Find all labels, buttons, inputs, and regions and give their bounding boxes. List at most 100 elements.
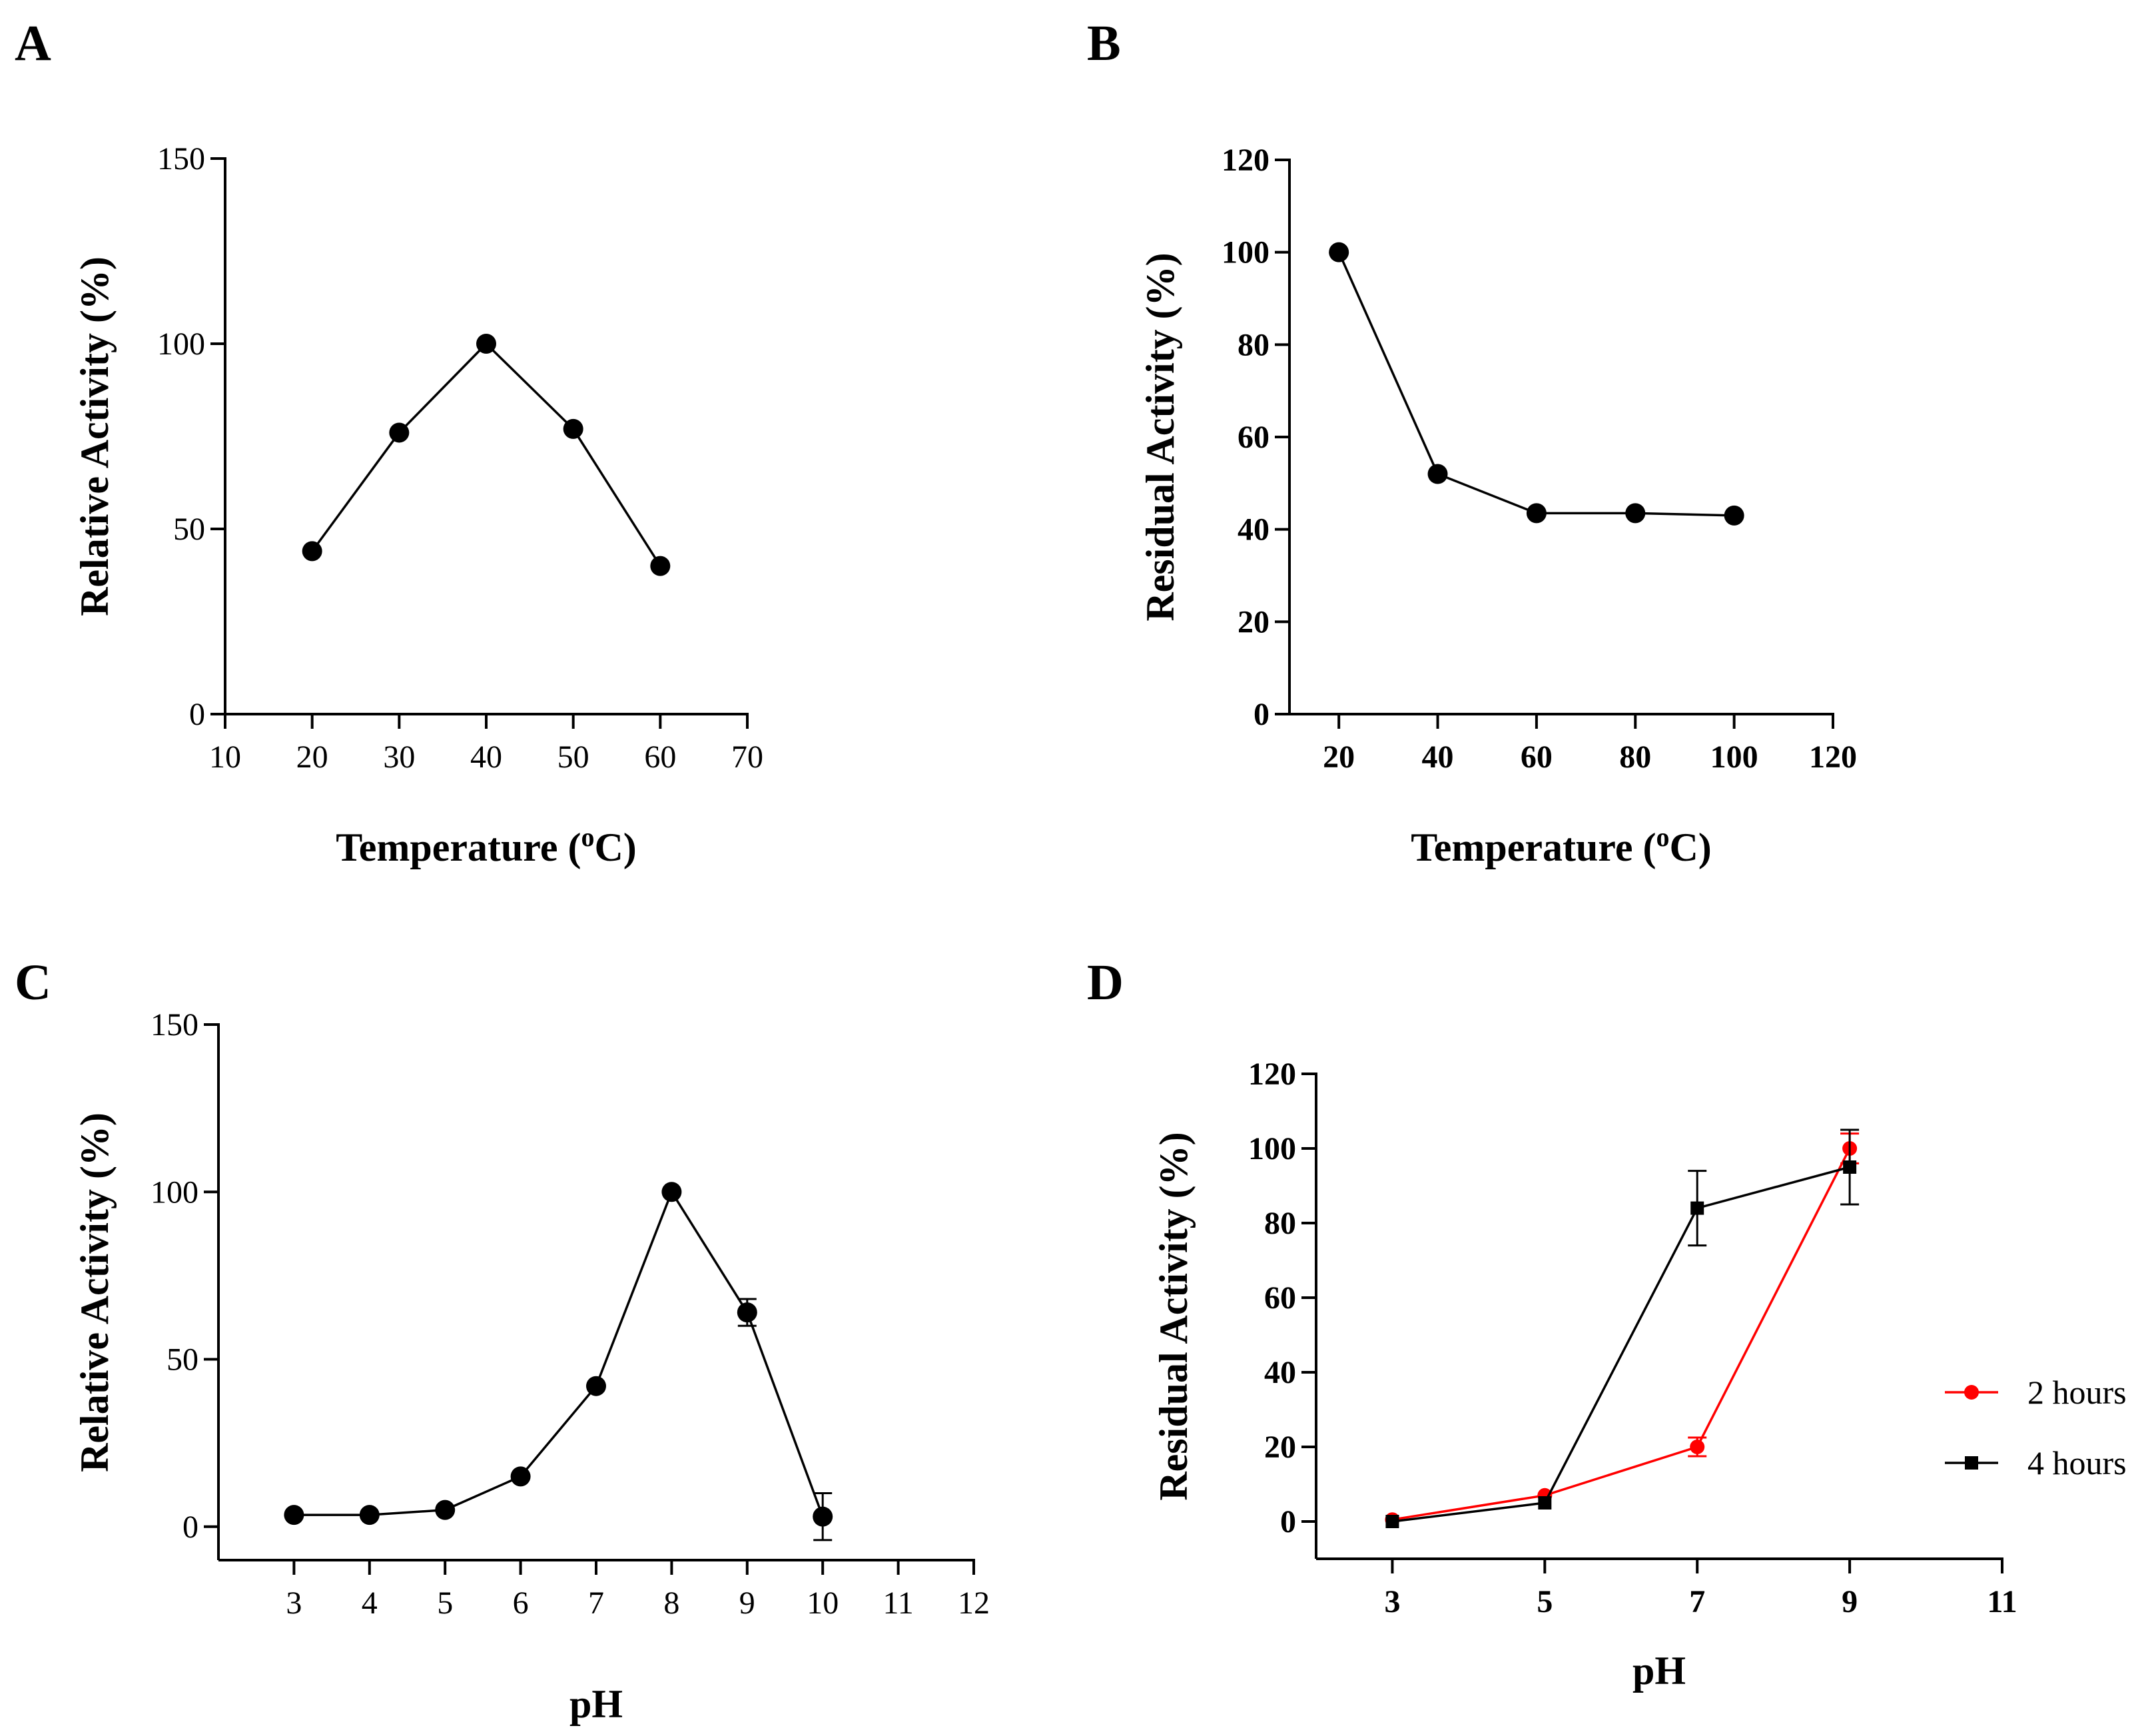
- x-axis-title: pH: [1632, 1649, 1686, 1693]
- y-tick-label: 100: [1248, 1131, 1296, 1166]
- data-point: [1690, 1440, 1705, 1454]
- data-point: [813, 1506, 833, 1527]
- x-axis-title: pH: [569, 1682, 623, 1726]
- data-point: [650, 556, 671, 576]
- data-point: [359, 1505, 380, 1525]
- y-tick-label: 0: [1254, 697, 1269, 732]
- x-tick-label: 40: [1422, 739, 1454, 775]
- y-tick-label: 80: [1238, 327, 1269, 362]
- y-tick-label: 60: [1264, 1280, 1296, 1316]
- x-tick-label: 11: [1987, 1584, 2017, 1619]
- series-line: [294, 1189, 824, 1518]
- y-axis-title: Residual Activity (%): [1152, 1132, 1196, 1500]
- y-tick-label: 0: [189, 697, 205, 732]
- x-axis-title-tail: C): [1669, 825, 1711, 869]
- y-tick-label: 0: [182, 1510, 198, 1545]
- legend-marker: [1965, 1456, 1978, 1470]
- y-tick-label: 100: [157, 326, 205, 362]
- data-point: [1329, 242, 1349, 262]
- x-tick-label: 3: [1384, 1584, 1400, 1619]
- data-point: [586, 1376, 606, 1396]
- x-tick-label: 9: [1842, 1584, 1858, 1619]
- panel-letter: B: [1087, 15, 1121, 71]
- data-point: [302, 541, 322, 562]
- panel-letter: C: [15, 955, 51, 1011]
- x-tick-label: 80: [1619, 739, 1651, 775]
- y-axis-title: Relative Activity (%): [73, 256, 117, 616]
- x-axis-title: Temperature (oC): [1411, 822, 1712, 869]
- x-tick-label: 8: [663, 1585, 679, 1621]
- data-point: [1724, 505, 1744, 526]
- y-tick-label: 150: [157, 141, 205, 177]
- x-tick-label: 4: [362, 1585, 378, 1621]
- x-tick-label: 12: [958, 1585, 990, 1621]
- y-tick-label: 20: [1264, 1430, 1296, 1465]
- x-tick-label: 20: [296, 739, 328, 775]
- legend-label: 2 hours: [2027, 1374, 2127, 1411]
- panel-letter: D: [1087, 955, 1124, 1011]
- legend-marker: [1964, 1385, 1979, 1400]
- x-tick-label: 60: [1521, 739, 1553, 775]
- x-tick-label: 3: [286, 1585, 302, 1621]
- panel-D: D 0 20 40 60 80 100 120 3 5 7 9 11 pH Residual Activit…: [1087, 955, 2127, 1693]
- y-tick-label: 40: [1238, 512, 1269, 548]
- data-point: [1427, 464, 1448, 484]
- y-tick-label: 120: [1248, 1057, 1296, 1092]
- data-point: [737, 1302, 757, 1323]
- y-tick-label: 0: [1280, 1504, 1296, 1539]
- x-axis-title-superscript: o: [1656, 822, 1669, 852]
- y-tick-label: 50: [173, 512, 205, 547]
- panel-C: C 0 50 100 150 3 4 5 6 7 8 9 10 11 12 pH Relative Activi…: [15, 955, 990, 1726]
- x-axis-title: Temperature (oC): [336, 822, 637, 869]
- data-point: [1843, 1160, 1857, 1174]
- x-tick-label: 40: [470, 739, 502, 775]
- x-tick-label: 6: [513, 1585, 529, 1621]
- x-tick-label: 7: [1689, 1584, 1705, 1619]
- series-activity: [302, 334, 671, 576]
- series-activity: [284, 1182, 833, 1541]
- x-tick-label: 70: [731, 739, 763, 775]
- x-tick-label: 50: [557, 739, 589, 775]
- data-point: [1690, 1201, 1704, 1215]
- x-tick-label: 60: [644, 739, 676, 775]
- y-axis-title: Residual Activity (%): [1138, 252, 1182, 621]
- panel-A: A 0 50 100 150 10 20 30 40 50 60 70 Temperature (oC)…: [15, 15, 763, 869]
- data-point: [563, 418, 583, 439]
- x-tick-label: 120: [1809, 739, 1857, 775]
- x-axis-title-tail: C): [594, 825, 636, 869]
- y-tick-label: 20: [1238, 604, 1269, 640]
- series-2-hours: [1385, 1132, 1860, 1527]
- x-axis-title-superscript: o: [581, 822, 594, 852]
- y-tick-label: 80: [1264, 1206, 1296, 1241]
- x-tick-label: 9: [739, 1585, 755, 1621]
- x-tick-label: 7: [588, 1585, 604, 1621]
- panel-letter: A: [15, 15, 51, 71]
- data-point: [1526, 503, 1547, 524]
- x-tick-label: 5: [1537, 1584, 1553, 1619]
- data-point: [284, 1505, 304, 1525]
- legend-label: 4 hours: [2027, 1444, 2127, 1482]
- data-point: [510, 1466, 531, 1487]
- y-tick-label: 100: [151, 1174, 198, 1210]
- series-line: [1337, 251, 1734, 517]
- x-tick-label: 10: [209, 739, 241, 775]
- y-axis-title: Relative Activity (%): [73, 1112, 117, 1472]
- y-tick-label: 50: [167, 1342, 198, 1378]
- x-tick-label: 20: [1323, 739, 1355, 775]
- y-tick-label: 100: [1222, 235, 1269, 270]
- data-point: [389, 422, 410, 443]
- data-point: [1538, 1496, 1552, 1510]
- panel-B: B 0 20 40 60 80 100 120 20 40 60 80 100 120 Temperatur…: [1087, 15, 1857, 869]
- series-activity: [1329, 242, 1744, 526]
- series-line: [1392, 1166, 1850, 1523]
- x-tick-label: 30: [383, 739, 415, 775]
- legend: 2 hours 4 hours: [1945, 1374, 2127, 1482]
- series-line: [1392, 1148, 1851, 1521]
- y-tick-label: 120: [1222, 143, 1269, 178]
- y-tick-label: 150: [151, 1007, 198, 1043]
- data-point: [1385, 1515, 1399, 1528]
- series-line: [311, 342, 661, 567]
- series-4-hours: [1385, 1128, 1860, 1528]
- data-point: [476, 334, 496, 354]
